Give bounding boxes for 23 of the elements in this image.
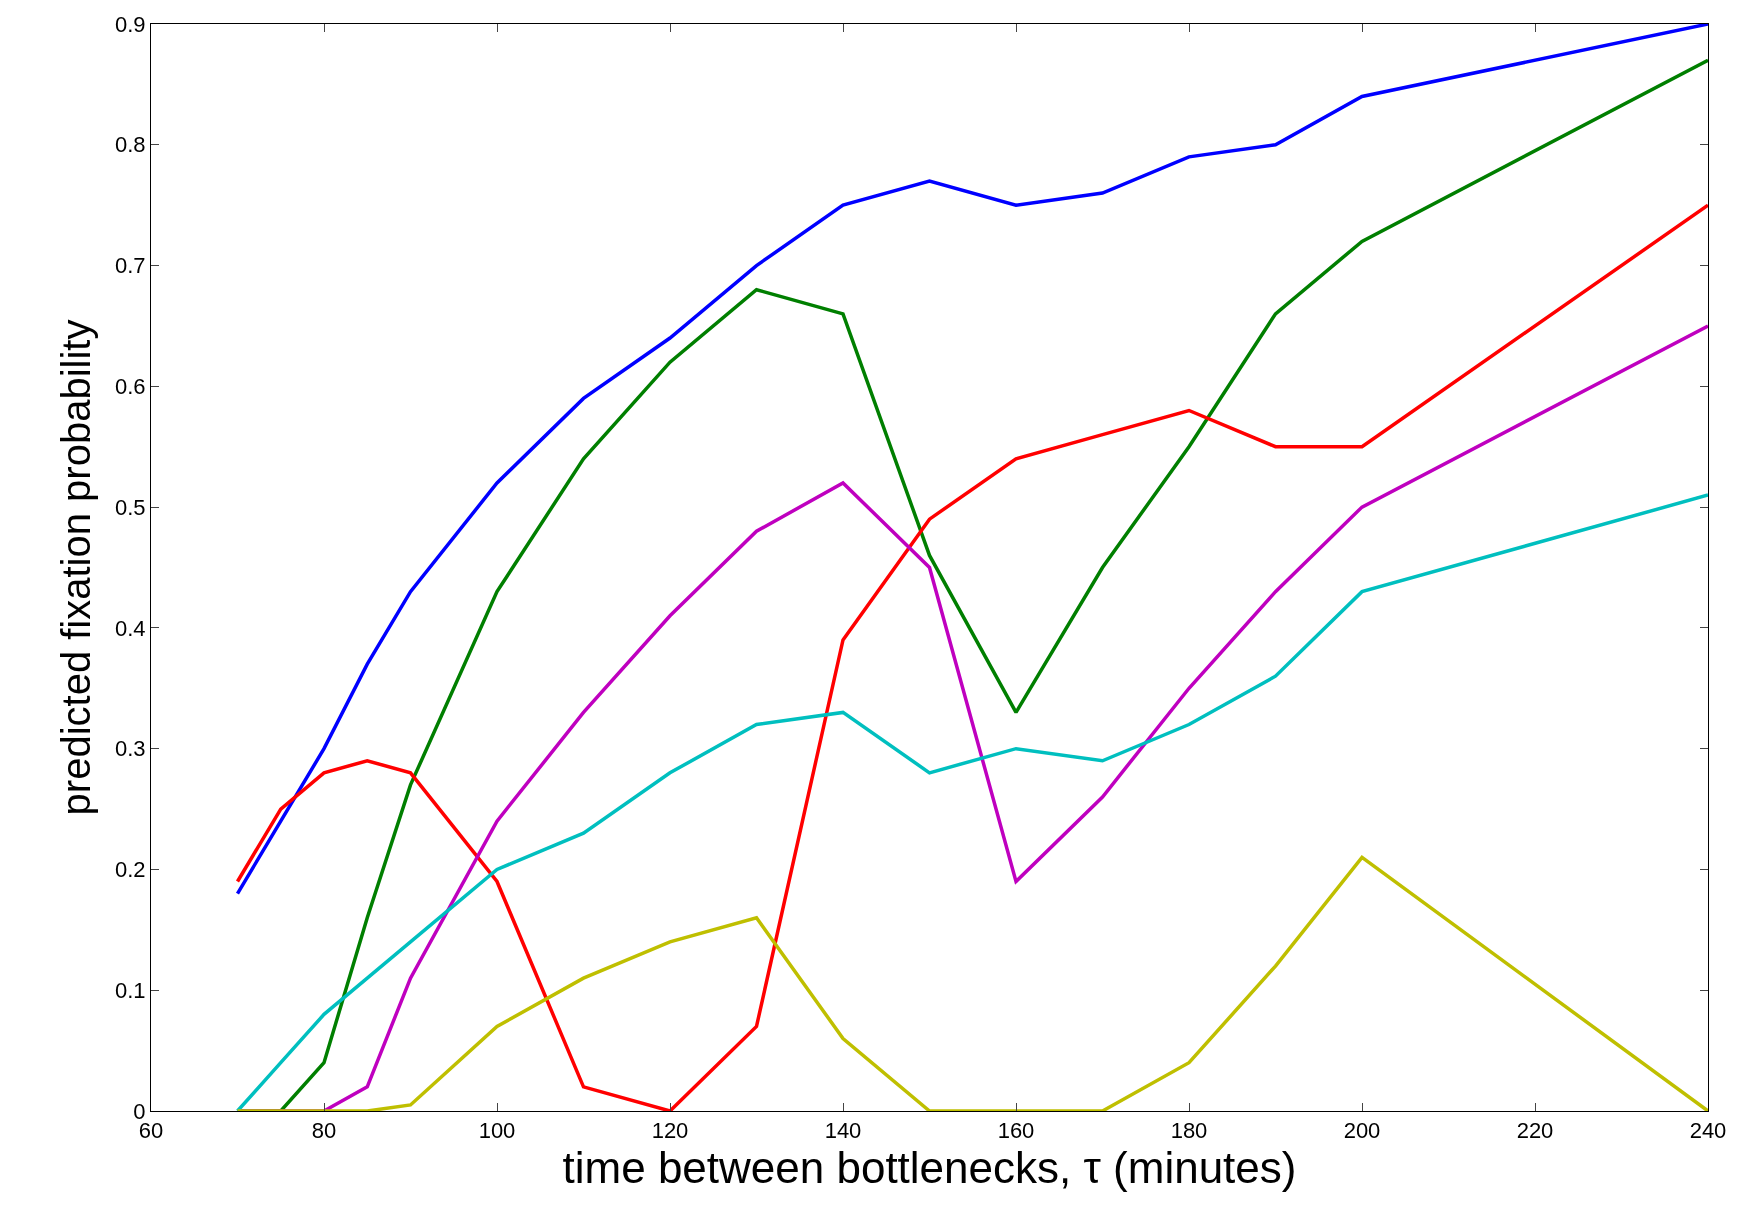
y-tick-label: 0.6 xyxy=(115,374,146,400)
y-tick-label: 0.1 xyxy=(115,977,146,1003)
x-tick-label: 120 xyxy=(651,1118,689,1144)
line-series xyxy=(235,493,1708,1111)
y-tick-label: 0.3 xyxy=(115,736,146,762)
x-tick-label: 80 xyxy=(311,1118,337,1144)
x-tick-label: 140 xyxy=(824,1118,862,1144)
y-tick-label: 0.5 xyxy=(115,494,146,520)
y-tick-label: 0.7 xyxy=(115,253,146,279)
y-tick-label: 0.9 xyxy=(115,11,146,37)
x-tick-label: 100 xyxy=(478,1118,516,1144)
x-axis-title: time between bottlenecks, τ (minutes) xyxy=(562,1143,1297,1193)
y-tick-label: 0.2 xyxy=(115,857,146,883)
x-tick-label: 160 xyxy=(997,1118,1035,1144)
line-series xyxy=(235,24,1708,896)
x-tick-label: 220 xyxy=(1516,1118,1554,1144)
y-axis-title: predicted fixation probability xyxy=(53,319,98,816)
x-tick-label: 200 xyxy=(1343,1118,1381,1144)
x-tick-label: 180 xyxy=(1170,1118,1208,1144)
x-tick-label: 240 xyxy=(1689,1118,1727,1144)
y-tick-label: 0.8 xyxy=(115,132,146,158)
y-tick-label: 0.4 xyxy=(115,615,146,641)
line-series xyxy=(235,855,1708,1111)
